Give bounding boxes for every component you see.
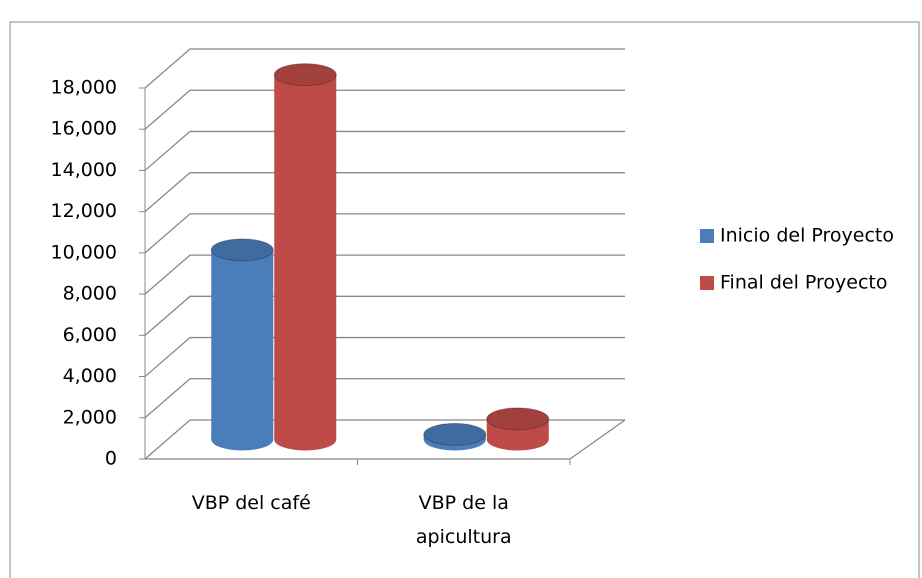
grid-line: [144, 378, 625, 419]
cylinder-base: [486, 428, 549, 451]
cylinder-top: [423, 422, 487, 446]
legend-swatch: [700, 276, 714, 290]
grid-line: [144, 419, 625, 460]
grid-line: [144, 172, 625, 213]
legend-label: Inicio del Proyecto: [720, 225, 894, 247]
y-tick-label: 0: [105, 448, 117, 470]
grid-line: [144, 295, 625, 336]
y-tick-label: 2,000: [63, 406, 117, 428]
grid-line: [144, 213, 625, 254]
legend-label: Final del Proyecto: [720, 272, 888, 294]
cylinder-top: [210, 238, 274, 262]
y-tick-label: 14,000: [51, 159, 117, 181]
y-tick-label: 8,000: [63, 283, 117, 305]
cylinder-top: [273, 63, 337, 87]
legend-swatch: [700, 229, 714, 243]
x-tick-label: VBP del café: [191, 492, 311, 514]
grid-line: [144, 48, 625, 89]
y-tick-label: 6,000: [63, 324, 117, 346]
y-tick-label: 10,000: [51, 241, 117, 263]
cylinder-base: [274, 428, 337, 451]
y-tick-label: 4,000: [63, 365, 117, 387]
cylinder-top: [486, 407, 550, 431]
y-tick-label: 16,000: [51, 118, 117, 140]
y-tick-label: 18,000: [51, 77, 117, 99]
cylinder-body: [274, 74, 337, 440]
cylinder-body: [211, 249, 274, 440]
grid-line: [144, 130, 625, 171]
cylinder-base: [211, 428, 274, 451]
x-tick-label: VBP de la apicultura: [415, 492, 512, 548]
grid-line: [144, 336, 625, 378]
grid-line: [144, 254, 625, 295]
y-tick-label: 12,000: [51, 200, 117, 222]
grid-line: [144, 89, 625, 130]
